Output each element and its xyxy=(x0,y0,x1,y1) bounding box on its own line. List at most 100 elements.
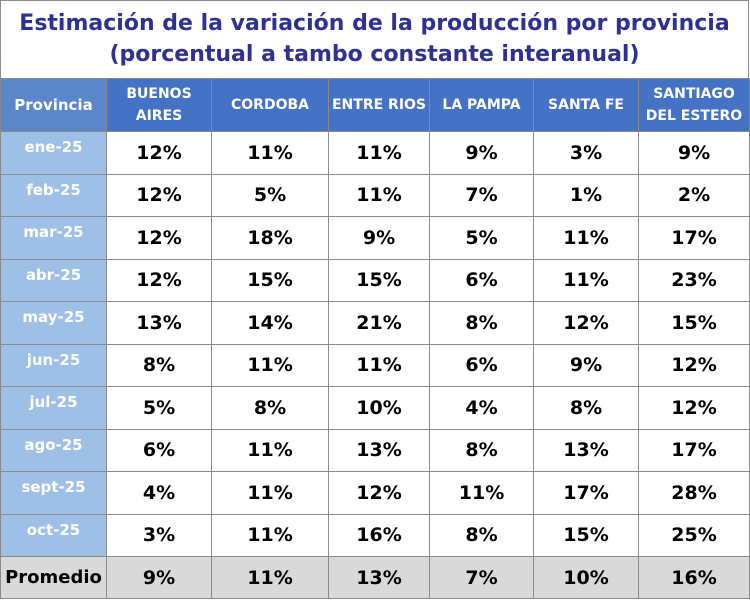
row-label: feb-25 xyxy=(0,173,107,217)
table-body: ene-25 12% 11% 11% 9% 3% 9% feb-25 12% 5% 11% 7% 1% 2… xyxy=(0,131,750,599)
value-cell: 13% xyxy=(106,301,212,345)
value-cell: 17% xyxy=(533,471,639,515)
value-cell: 3% xyxy=(533,131,639,175)
row-label: oct-25 xyxy=(0,513,107,557)
value-cell: 8% xyxy=(211,386,329,430)
value-cell: 8% xyxy=(533,386,639,430)
value-cell: 17% xyxy=(638,428,750,472)
value-cell: 1% xyxy=(533,173,639,217)
value-cell: 9% xyxy=(638,131,750,175)
value-cell: 7% xyxy=(429,173,534,217)
value-cell: 4% xyxy=(429,386,534,430)
column-header: CORDOBA xyxy=(211,78,329,132)
table-row: abr-25 12% 15% 15% 6% 11% 23% xyxy=(0,258,750,302)
value-cell: 15% xyxy=(328,258,430,302)
value-cell: 18% xyxy=(211,216,329,260)
average-value-cell: 9% xyxy=(106,556,212,599)
row-label: jun-25 xyxy=(0,343,107,387)
row-label: ago-25 xyxy=(0,428,107,472)
table-row: jun-25 8% 11% 11% 6% 9% 12% xyxy=(0,343,750,387)
value-cell: 13% xyxy=(533,428,639,472)
value-cell: 12% xyxy=(106,258,212,302)
value-cell: 12% xyxy=(638,386,750,430)
value-cell: 9% xyxy=(533,343,639,387)
value-cell: 10% xyxy=(328,386,430,430)
value-cell: 12% xyxy=(533,301,639,345)
value-cell: 13% xyxy=(328,428,430,472)
value-cell: 25% xyxy=(638,513,750,557)
value-cell: 8% xyxy=(429,301,534,345)
value-cell: 28% xyxy=(638,471,750,515)
average-value-cell: 13% xyxy=(328,556,430,599)
row-label: mar-25 xyxy=(0,216,107,260)
value-cell: 17% xyxy=(638,216,750,260)
value-cell: 11% xyxy=(211,343,329,387)
value-cell: 11% xyxy=(328,131,430,175)
value-cell: 11% xyxy=(211,131,329,175)
average-row: Promedio 9% 11% 13% 7% 10% 16% xyxy=(0,556,750,599)
column-header: LA PAMPA xyxy=(429,78,534,132)
value-cell: 15% xyxy=(211,258,329,302)
value-cell: 23% xyxy=(638,258,750,302)
value-cell: 6% xyxy=(106,428,212,472)
average-value-cell: 10% xyxy=(533,556,639,599)
value-cell: 11% xyxy=(328,173,430,217)
value-cell: 4% xyxy=(106,471,212,515)
value-cell: 5% xyxy=(106,386,212,430)
table-row: ago-25 6% 11% 13% 8% 13% 17% xyxy=(0,428,750,472)
value-cell: 11% xyxy=(211,471,329,515)
value-cell: 6% xyxy=(429,258,534,302)
value-cell: 12% xyxy=(106,131,212,175)
value-cell: 15% xyxy=(533,513,639,557)
row-label: sept-25 xyxy=(0,471,107,515)
value-cell: 3% xyxy=(106,513,212,557)
column-header: ENTRE RIOS xyxy=(328,78,430,132)
chart-title-box: Estimación de la variación de la producc… xyxy=(0,0,749,78)
value-cell: 6% xyxy=(429,343,534,387)
value-cell: 11% xyxy=(533,258,639,302)
average-value-cell: 16% xyxy=(638,556,750,599)
row-label: abr-25 xyxy=(0,258,107,302)
value-cell: 12% xyxy=(106,173,212,217)
production-table: Provincia BUENOS AIRES CORDOBA ENTRE RIO… xyxy=(0,78,750,599)
table-row: feb-25 12% 5% 11% 7% 1% 2% xyxy=(0,173,750,217)
value-cell: 11% xyxy=(429,471,534,515)
value-cell: 21% xyxy=(328,301,430,345)
table-row: ene-25 12% 11% 11% 9% 3% 9% xyxy=(0,131,750,175)
value-cell: 15% xyxy=(638,301,750,345)
table-row: mar-25 12% 18% 9% 5% 11% 17% xyxy=(0,216,750,260)
table-row: sept-25 4% 11% 12% 11% 17% 28% xyxy=(0,471,750,515)
row-header-cell: Provincia xyxy=(0,78,107,132)
value-cell: 2% xyxy=(638,173,750,217)
average-label: Promedio xyxy=(0,556,107,599)
value-cell: 14% xyxy=(211,301,329,345)
value-cell: 9% xyxy=(328,216,430,260)
column-header: BUENOS AIRES xyxy=(106,78,212,132)
row-label: ene-25 xyxy=(0,131,107,175)
value-cell: 9% xyxy=(429,131,534,175)
chart-title: Estimación de la variación de la producc… xyxy=(19,11,730,36)
value-cell: 5% xyxy=(211,173,329,217)
value-cell: 16% xyxy=(328,513,430,557)
chart-subtitle: (porcentual a tambo constante interanual… xyxy=(109,42,640,67)
value-cell: 11% xyxy=(533,216,639,260)
average-value-cell: 7% xyxy=(429,556,534,599)
row-label: may-25 xyxy=(0,301,107,345)
table-row: jul-25 5% 8% 10% 4% 8% 12% xyxy=(0,386,750,430)
value-cell: 5% xyxy=(429,216,534,260)
row-label: jul-25 xyxy=(0,386,107,430)
header-row: Provincia BUENOS AIRES CORDOBA ENTRE RIO… xyxy=(0,78,750,132)
value-cell: 12% xyxy=(638,343,750,387)
value-cell: 11% xyxy=(211,428,329,472)
table-row: may-25 13% 14% 21% 8% 12% 15% xyxy=(0,301,750,345)
value-cell: 8% xyxy=(429,428,534,472)
value-cell: 8% xyxy=(429,513,534,557)
column-header: SANTA FE xyxy=(533,78,639,132)
average-value-cell: 11% xyxy=(211,556,329,599)
table-row: oct-25 3% 11% 16% 8% 15% 25% xyxy=(0,513,750,557)
value-cell: 11% xyxy=(328,343,430,387)
value-cell: 12% xyxy=(106,216,212,260)
value-cell: 12% xyxy=(328,471,430,515)
value-cell: 11% xyxy=(211,513,329,557)
column-header: SANTIAGO DEL ESTERO xyxy=(638,78,750,132)
